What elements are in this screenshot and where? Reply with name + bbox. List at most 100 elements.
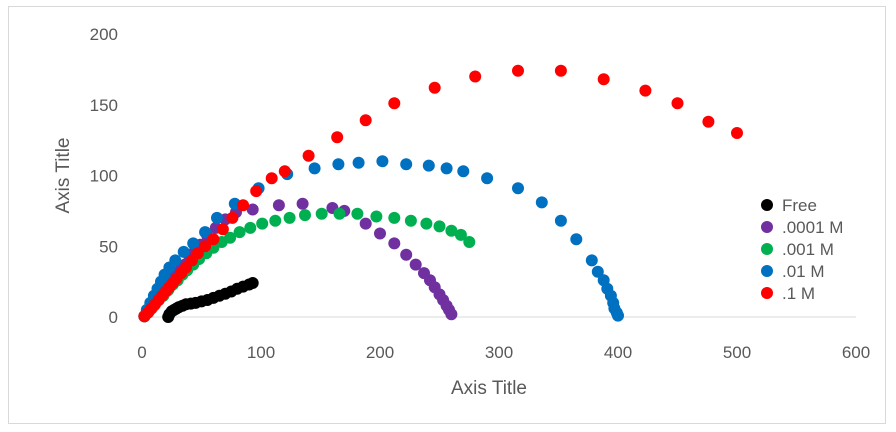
data-point	[481, 172, 494, 185]
data-point	[308, 162, 321, 175]
data-points	[138, 64, 743, 323]
x-tick-label: 200	[366, 343, 394, 362]
data-point	[420, 217, 433, 230]
y-tick-label: 50	[99, 237, 118, 256]
data-point	[199, 226, 212, 239]
data-point	[512, 64, 524, 77]
data-point	[169, 254, 182, 267]
x-tick-label: 300	[485, 343, 513, 362]
data-point	[731, 127, 743, 139]
data-point	[226, 211, 239, 224]
data-point	[233, 226, 246, 239]
legend: Free .0001 M .001 M .01 M .1 M	[761, 196, 843, 303]
data-point	[246, 203, 259, 216]
y-tick-label: 200	[90, 25, 118, 44]
y-axis-ticks: 0 50 100 150 200	[90, 25, 118, 327]
data-point	[216, 223, 229, 236]
x-tick-label: 100	[247, 343, 275, 362]
data-point	[422, 159, 435, 172]
data-point	[671, 97, 684, 110]
data-point	[352, 156, 365, 169]
data-point	[454, 228, 467, 241]
x-tick-label: 500	[723, 343, 751, 362]
data-point	[269, 214, 282, 227]
legend-marker	[761, 221, 773, 233]
x-tick-label: 0	[137, 343, 146, 362]
data-point	[404, 214, 417, 227]
data-point	[177, 245, 190, 258]
data-point	[639, 84, 652, 97]
data-point	[554, 64, 567, 77]
data-point	[428, 81, 441, 94]
data-point	[296, 197, 309, 210]
data-point	[388, 97, 401, 110]
legend-marker	[761, 199, 773, 211]
data-point	[199, 240, 212, 253]
data-point	[370, 210, 383, 223]
data-point	[433, 220, 446, 233]
legend-marker	[761, 243, 773, 255]
data-point	[400, 158, 413, 171]
data-point	[278, 165, 291, 178]
data-point	[388, 237, 401, 250]
data-point	[591, 265, 604, 278]
data-point	[469, 70, 482, 83]
chart-area	[8, 6, 886, 424]
data-point	[244, 221, 257, 234]
data-point	[256, 217, 269, 230]
x-tick-label: 400	[604, 343, 632, 362]
y-axis-title: Axis Title	[53, 137, 74, 213]
legend-label: .0001 M	[782, 218, 843, 237]
data-point	[211, 211, 223, 224]
data-point	[351, 207, 364, 220]
data-point	[400, 248, 413, 261]
data-point	[299, 209, 311, 222]
data-point	[512, 182, 524, 195]
data-point	[272, 199, 285, 212]
data-point	[463, 236, 476, 248]
data-point	[702, 115, 715, 128]
legend-marker	[761, 265, 773, 277]
data-point	[315, 207, 328, 220]
x-axis-ticks: 0 100 200 300 400 500 600	[137, 343, 870, 362]
data-point	[302, 149, 315, 162]
data-point	[585, 254, 598, 267]
series-0	[138, 277, 259, 323]
data-point	[283, 211, 296, 224]
data-point	[187, 237, 200, 250]
data-point	[457, 165, 470, 178]
data-point	[359, 217, 372, 230]
legend-label: Free	[782, 196, 817, 215]
data-point	[237, 199, 250, 212]
legend-label: .01 M	[782, 262, 825, 281]
legend-marker	[761, 287, 773, 299]
data-point	[445, 224, 458, 237]
data-point	[359, 114, 372, 127]
data-point	[554, 214, 567, 227]
legend-label: .001 M	[782, 240, 834, 259]
series-4	[138, 64, 743, 323]
legend-label: .1 M	[782, 284, 815, 303]
data-point	[250, 185, 263, 198]
y-tick-label: 150	[90, 96, 118, 115]
y-tick-label: 0	[109, 308, 118, 327]
data-point	[207, 233, 220, 246]
data-point	[409, 258, 422, 271]
data-point	[535, 196, 548, 209]
data-point	[331, 131, 344, 144]
data-point	[332, 158, 345, 171]
data-point	[388, 211, 401, 224]
data-point	[440, 162, 453, 175]
data-point	[612, 309, 624, 322]
data-point	[333, 207, 346, 220]
data-point	[376, 155, 389, 168]
data-point	[265, 172, 278, 185]
data-point	[570, 233, 583, 246]
x-tick-label: 600	[842, 343, 870, 362]
data-point	[445, 308, 458, 321]
data-point	[246, 277, 259, 289]
data-point	[597, 73, 610, 86]
y-tick-label: 100	[90, 167, 118, 186]
data-point	[224, 231, 237, 244]
